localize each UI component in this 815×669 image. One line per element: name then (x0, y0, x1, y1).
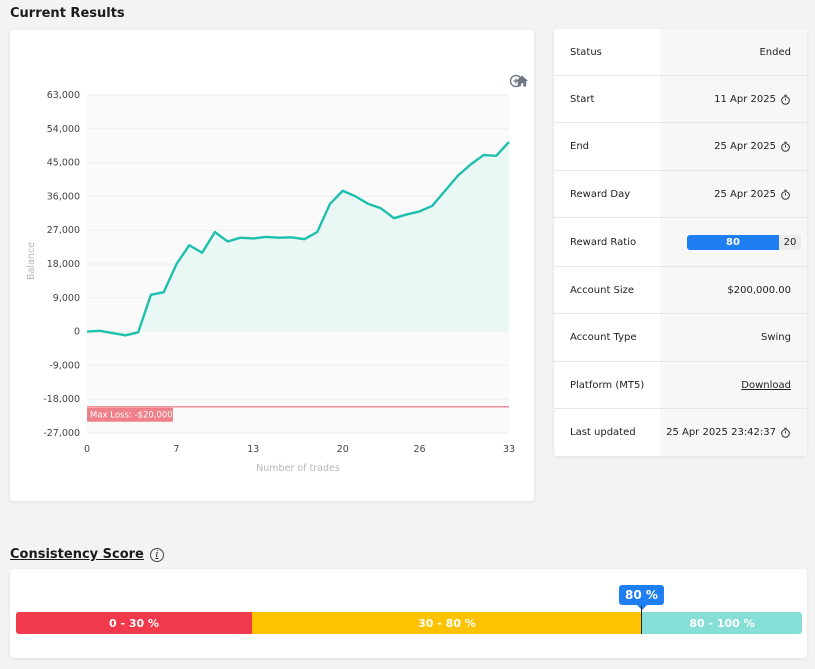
stopwatch-icon (781, 189, 790, 200)
y-tick-label: 45,000 (47, 158, 80, 169)
balance-line-chart: 63,000 54,000 45,000 36,000 27,000 18,000 9,00… (26, 90, 515, 474)
last-updated-value: 25 Apr 2025 23:42:37 (666, 427, 776, 438)
status-row-last-updated: Last updated 25 Apr 2025 23:42:37 (554, 409, 807, 456)
segment-high: 80 - 100 % (642, 612, 802, 634)
status-row-start: Start 11 Apr 2025 (554, 76, 807, 123)
status-row-platform: Platform (MT5) Download (554, 362, 807, 409)
x-tick-label: 20 (337, 444, 349, 455)
reward-ratio-bar: 80 20 (687, 234, 801, 250)
account-status-panel: Status Ended Start 11 Apr 2025 End 25 Ap… (554, 29, 807, 456)
stopwatch-icon (781, 94, 790, 105)
reward-day-value: 25 Apr 2025 (714, 188, 776, 200)
x-axis-label: Number of trades (256, 463, 340, 474)
score-badge: 80 % (619, 585, 664, 610)
y-tick-label: 0 (74, 327, 80, 338)
y-tick-label: 18,000 (47, 259, 80, 270)
y-tick-label: 63,000 (47, 90, 80, 101)
x-tick-label: 26 (413, 444, 425, 455)
balance-series-line (86, 141, 510, 337)
stopwatch-icon (781, 427, 790, 438)
status-row-reward-day: Reward Day 25 Apr 2025 (554, 171, 807, 218)
y-tick-label: 36,000 (47, 191, 80, 202)
account-type-value: Swing (761, 332, 791, 343)
consistency-title: Consistency Score i (10, 547, 164, 562)
consistency-title-text: Consistency Score (10, 547, 144, 562)
balance-chart-card: 63,000 54,000 45,000 36,000 27,000 18,000 9,00… (10, 30, 534, 501)
last-updated-label: Last updated (554, 409, 660, 456)
status-value: Ended (759, 46, 791, 58)
x-tick-label: 0 (84, 444, 90, 455)
status-label: Status (554, 29, 660, 75)
y-axis-label: Balance (26, 242, 37, 280)
x-tick-label: 13 (247, 444, 259, 455)
status-row-end: End 25 Apr 2025 (554, 123, 807, 171)
y-tick-label: 9,000 (53, 293, 80, 304)
start-value: 11 Apr 2025 (714, 93, 776, 105)
info-icon[interactable]: i (149, 547, 164, 562)
reward-ratio-label: Reward Ratio (554, 218, 660, 266)
end-label: End (554, 123, 660, 170)
x-tick-label: 7 (173, 444, 179, 455)
stopwatch-icon (781, 141, 790, 152)
y-tick-label: -27,000 (43, 428, 80, 439)
status-row-account-type: Account Type Swing (554, 314, 807, 362)
segment-low: 0 - 30 % (16, 612, 252, 634)
account-size-label: Account Size (554, 267, 660, 313)
start-label: Start (554, 76, 660, 122)
status-row-account-size: Account Size $200,000.00 (554, 267, 807, 314)
score-marker (641, 606, 642, 634)
max-loss-label-bg (87, 407, 173, 422)
y-tick-label: 27,000 (47, 225, 80, 236)
reward-day-label: Reward Day (554, 171, 660, 217)
account-type-label: Account Type (554, 314, 660, 361)
x-tick-label: 33 (503, 444, 515, 455)
platform-label: Platform (MT5) (554, 362, 660, 408)
max-loss-label: Max Loss: -$20,000 (90, 411, 173, 421)
account-size-value: $200,000.00 (727, 284, 791, 296)
status-row-reward-ratio: Reward Ratio 80 20 (554, 218, 807, 267)
download-link[interactable]: Download (741, 379, 791, 391)
y-tick-label: -18,000 (43, 394, 80, 405)
y-tick-label: -9,000 (49, 360, 80, 371)
end-value: 25 Apr 2025 (714, 141, 776, 152)
status-row-status: Status Ended (554, 29, 807, 76)
consistency-score-card: 80 % 0 - 30 % 30 - 80 % 80 - 100 % (10, 569, 807, 658)
reward-ratio-firm: 20 (779, 234, 801, 250)
home-icon[interactable] (515, 74, 529, 88)
y-tick-label: 54,000 (47, 124, 80, 135)
page-title: Current Results (10, 6, 125, 21)
segment-mid: 30 - 80 % (252, 612, 642, 634)
reward-ratio-trader: 80 (687, 234, 779, 250)
